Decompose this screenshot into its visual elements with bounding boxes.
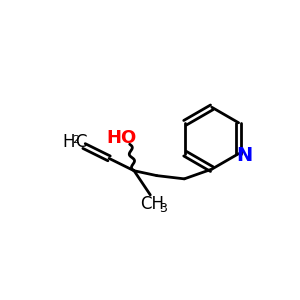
- Text: N: N: [236, 146, 252, 165]
- Text: 3: 3: [159, 202, 167, 215]
- Text: H: H: [62, 134, 75, 152]
- Text: HO: HO: [106, 129, 136, 147]
- Text: 2: 2: [72, 135, 80, 146]
- Text: C: C: [75, 134, 87, 152]
- Text: CH: CH: [140, 195, 164, 213]
